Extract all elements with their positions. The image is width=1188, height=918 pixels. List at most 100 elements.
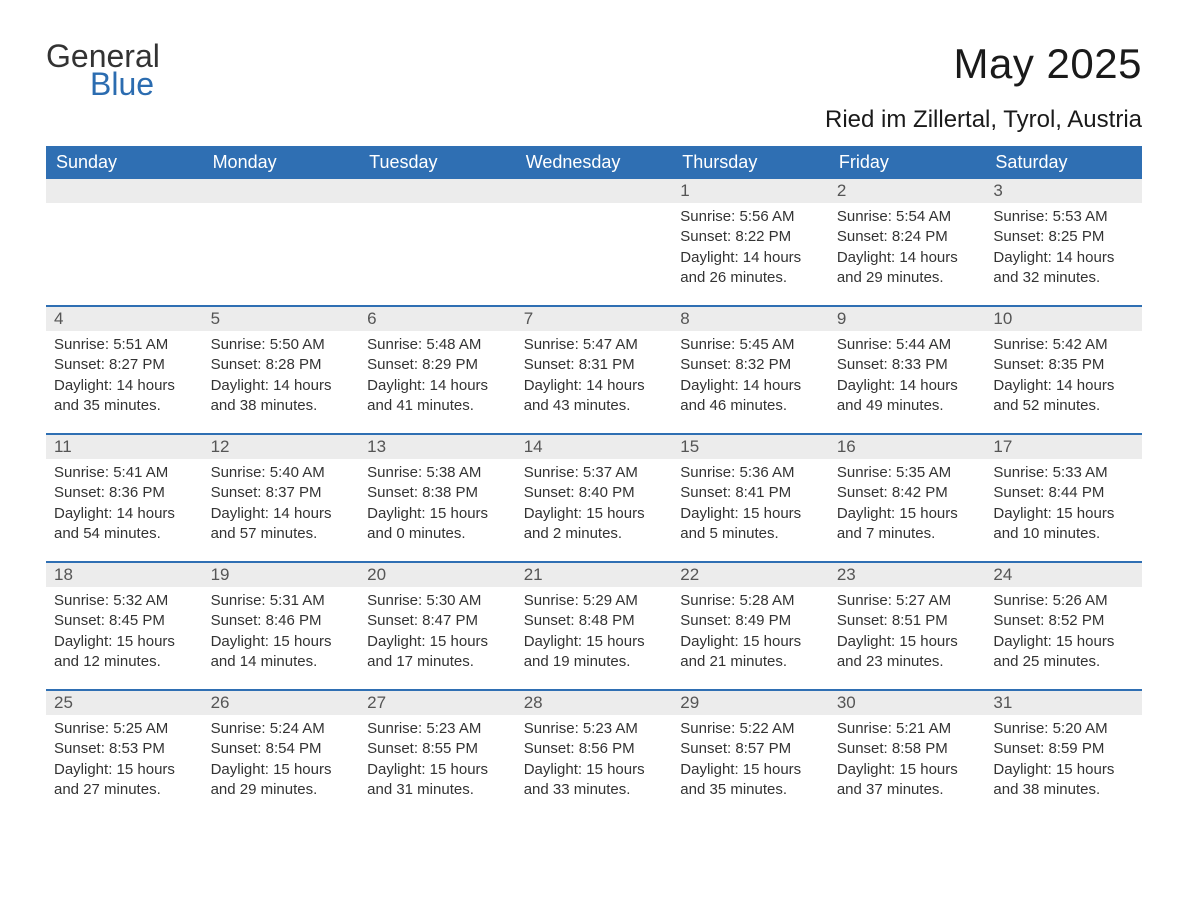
daylight-text: Daylight: 14 hours and 29 minutes.	[837, 248, 978, 289]
sunset-text: Sunset: 8:29 PM	[367, 355, 508, 375]
daylight-text: Daylight: 14 hours and 54 minutes.	[54, 504, 195, 545]
sunrise-text: Sunrise: 5:36 AM	[680, 463, 821, 483]
sunrise-text: Sunrise: 5:42 AM	[993, 335, 1134, 355]
calendar-cell: 12Sunrise: 5:40 AMSunset: 8:37 PMDayligh…	[203, 435, 360, 561]
calendar-cell: 26Sunrise: 5:24 AMSunset: 8:54 PMDayligh…	[203, 691, 360, 817]
calendar-cell: 17Sunrise: 5:33 AMSunset: 8:44 PMDayligh…	[985, 435, 1142, 561]
calendar-cell	[46, 179, 203, 305]
daylight-text: Daylight: 14 hours and 38 minutes.	[211, 376, 352, 417]
daylight-text: Daylight: 15 hours and 23 minutes.	[837, 632, 978, 673]
sunrise-text: Sunrise: 5:50 AM	[211, 335, 352, 355]
calendar-week: 4Sunrise: 5:51 AMSunset: 8:27 PMDaylight…	[46, 305, 1142, 433]
day-details: Sunrise: 5:30 AMSunset: 8:47 PMDaylight:…	[359, 587, 516, 678]
sunrise-text: Sunrise: 5:32 AM	[54, 591, 195, 611]
sunrise-text: Sunrise: 5:23 AM	[367, 719, 508, 739]
sunrise-text: Sunrise: 5:53 AM	[993, 207, 1134, 227]
sunset-text: Sunset: 8:37 PM	[211, 483, 352, 503]
day-number: 2	[829, 179, 986, 203]
day-number: 9	[829, 307, 986, 331]
weekday-header: Tuesday	[359, 146, 516, 179]
day-details: Sunrise: 5:41 AMSunset: 8:36 PMDaylight:…	[46, 459, 203, 550]
sunrise-text: Sunrise: 5:23 AM	[524, 719, 665, 739]
title-block: May 2025 Ried im Zillertal, Tyrol, Austr…	[825, 40, 1142, 134]
sunset-text: Sunset: 8:55 PM	[367, 739, 508, 759]
sunrise-text: Sunrise: 5:22 AM	[680, 719, 821, 739]
sunset-text: Sunset: 8:48 PM	[524, 611, 665, 631]
day-details: Sunrise: 5:27 AMSunset: 8:51 PMDaylight:…	[829, 587, 986, 678]
day-number	[203, 179, 360, 203]
day-number: 21	[516, 563, 673, 587]
calendar-week: 25Sunrise: 5:25 AMSunset: 8:53 PMDayligh…	[46, 689, 1142, 817]
sunset-text: Sunset: 8:52 PM	[993, 611, 1134, 631]
daylight-text: Daylight: 15 hours and 14 minutes.	[211, 632, 352, 673]
day-number: 14	[516, 435, 673, 459]
day-details: Sunrise: 5:32 AMSunset: 8:45 PMDaylight:…	[46, 587, 203, 678]
day-number: 29	[672, 691, 829, 715]
day-details: Sunrise: 5:37 AMSunset: 8:40 PMDaylight:…	[516, 459, 673, 550]
sunrise-text: Sunrise: 5:29 AM	[524, 591, 665, 611]
daylight-text: Daylight: 15 hours and 19 minutes.	[524, 632, 665, 673]
calendar-cell: 3Sunrise: 5:53 AMSunset: 8:25 PMDaylight…	[985, 179, 1142, 305]
weekday-header: Monday	[203, 146, 360, 179]
sunset-text: Sunset: 8:40 PM	[524, 483, 665, 503]
daylight-text: Daylight: 15 hours and 25 minutes.	[993, 632, 1134, 673]
day-number	[359, 179, 516, 203]
calendar-cell: 13Sunrise: 5:38 AMSunset: 8:38 PMDayligh…	[359, 435, 516, 561]
weekday-header: Saturday	[985, 146, 1142, 179]
sunrise-text: Sunrise: 5:31 AM	[211, 591, 352, 611]
daylight-text: Daylight: 14 hours and 32 minutes.	[993, 248, 1134, 289]
calendar-cell: 15Sunrise: 5:36 AMSunset: 8:41 PMDayligh…	[672, 435, 829, 561]
sunrise-text: Sunrise: 5:41 AM	[54, 463, 195, 483]
logo: General Blue	[46, 40, 169, 100]
sunrise-text: Sunrise: 5:45 AM	[680, 335, 821, 355]
day-number: 24	[985, 563, 1142, 587]
sunset-text: Sunset: 8:53 PM	[54, 739, 195, 759]
sunrise-text: Sunrise: 5:21 AM	[837, 719, 978, 739]
sunset-text: Sunset: 8:41 PM	[680, 483, 821, 503]
day-number: 19	[203, 563, 360, 587]
day-details: Sunrise: 5:40 AMSunset: 8:37 PMDaylight:…	[203, 459, 360, 550]
sunset-text: Sunset: 8:24 PM	[837, 227, 978, 247]
calendar-cell: 10Sunrise: 5:42 AMSunset: 8:35 PMDayligh…	[985, 307, 1142, 433]
calendar-week: 11Sunrise: 5:41 AMSunset: 8:36 PMDayligh…	[46, 433, 1142, 561]
day-number: 7	[516, 307, 673, 331]
day-number: 31	[985, 691, 1142, 715]
day-details: Sunrise: 5:26 AMSunset: 8:52 PMDaylight:…	[985, 587, 1142, 678]
day-number: 10	[985, 307, 1142, 331]
day-details: Sunrise: 5:25 AMSunset: 8:53 PMDaylight:…	[46, 715, 203, 806]
day-details: Sunrise: 5:28 AMSunset: 8:49 PMDaylight:…	[672, 587, 829, 678]
weekday-header: Friday	[829, 146, 986, 179]
sunset-text: Sunset: 8:25 PM	[993, 227, 1134, 247]
day-number: 28	[516, 691, 673, 715]
daylight-text: Daylight: 15 hours and 21 minutes.	[680, 632, 821, 673]
sunrise-text: Sunrise: 5:25 AM	[54, 719, 195, 739]
calendar-cell: 6Sunrise: 5:48 AMSunset: 8:29 PMDaylight…	[359, 307, 516, 433]
day-number	[46, 179, 203, 203]
sunrise-text: Sunrise: 5:35 AM	[837, 463, 978, 483]
sunset-text: Sunset: 8:36 PM	[54, 483, 195, 503]
day-number: 16	[829, 435, 986, 459]
sunset-text: Sunset: 8:59 PM	[993, 739, 1134, 759]
calendar-cell: 29Sunrise: 5:22 AMSunset: 8:57 PMDayligh…	[672, 691, 829, 817]
logo-text: General Blue	[46, 40, 169, 100]
day-details: Sunrise: 5:50 AMSunset: 8:28 PMDaylight:…	[203, 331, 360, 422]
sunset-text: Sunset: 8:35 PM	[993, 355, 1134, 375]
sunrise-text: Sunrise: 5:56 AM	[680, 207, 821, 227]
sunrise-text: Sunrise: 5:47 AM	[524, 335, 665, 355]
daylight-text: Daylight: 15 hours and 38 minutes.	[993, 760, 1134, 801]
sunrise-text: Sunrise: 5:40 AM	[211, 463, 352, 483]
weeks-container: 1Sunrise: 5:56 AMSunset: 8:22 PMDaylight…	[46, 179, 1142, 817]
calendar-cell: 9Sunrise: 5:44 AMSunset: 8:33 PMDaylight…	[829, 307, 986, 433]
day-number: 8	[672, 307, 829, 331]
sunset-text: Sunset: 8:32 PM	[680, 355, 821, 375]
day-number	[516, 179, 673, 203]
day-details: Sunrise: 5:23 AMSunset: 8:56 PMDaylight:…	[516, 715, 673, 806]
day-number: 5	[203, 307, 360, 331]
calendar: Sunday Monday Tuesday Wednesday Thursday…	[46, 146, 1142, 817]
daylight-text: Daylight: 14 hours and 57 minutes.	[211, 504, 352, 545]
daylight-text: Daylight: 15 hours and 27 minutes.	[54, 760, 195, 801]
calendar-cell: 14Sunrise: 5:37 AMSunset: 8:40 PMDayligh…	[516, 435, 673, 561]
calendar-cell: 30Sunrise: 5:21 AMSunset: 8:58 PMDayligh…	[829, 691, 986, 817]
calendar-cell: 18Sunrise: 5:32 AMSunset: 8:45 PMDayligh…	[46, 563, 203, 689]
sunset-text: Sunset: 8:47 PM	[367, 611, 508, 631]
